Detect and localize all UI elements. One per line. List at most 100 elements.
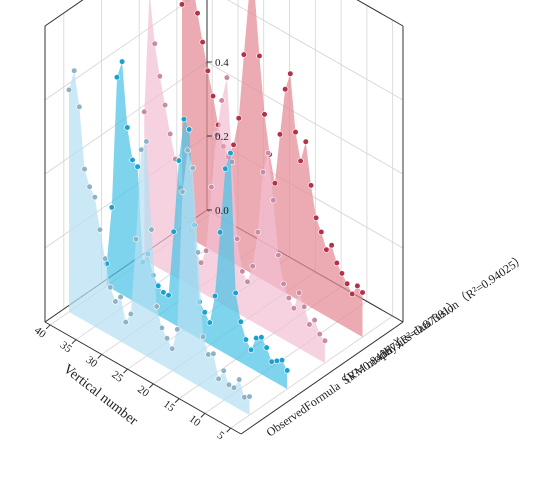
data-point: [234, 235, 241, 242]
floor-gridline: [230, 315, 393, 429]
data-point: [280, 280, 287, 288]
data-point: [178, 1, 186, 8]
data-point: [307, 182, 315, 189]
data-point: [230, 141, 237, 148]
x-tick-mark: [97, 354, 103, 359]
data-point: [258, 334, 265, 341]
data-point: [232, 289, 239, 297]
data-point: [167, 130, 174, 138]
data-point: [208, 184, 215, 191]
data-point: [160, 289, 167, 296]
axis-frame-edge: [44, 0, 84, 27]
data-point: [141, 108, 148, 115]
data-point: [161, 101, 169, 109]
data-point: [256, 52, 263, 60]
data-point: [199, 38, 206, 46]
data-point: [113, 74, 121, 81]
axis-frame-edge: [356, 0, 404, 27]
x-tick-mark: [174, 398, 180, 403]
data-point: [242, 336, 249, 343]
x-tick-label: 30: [84, 354, 100, 371]
data-point: [153, 303, 160, 310]
data-point: [223, 74, 230, 81]
data-point: [240, 51, 247, 58]
data-point: [215, 375, 222, 383]
data-point: [117, 293, 124, 301]
data-point: [151, 40, 158, 47]
side-wall-gridline: [356, 0, 404, 27]
data-point: [301, 303, 308, 310]
x-tick-mark: [123, 368, 128, 374]
data-point: [235, 115, 242, 122]
x-tick-label: 40: [32, 324, 48, 341]
data-point: [276, 131, 284, 138]
data-point: [292, 129, 299, 136]
data-point: [282, 86, 289, 93]
data-point: [118, 58, 126, 65]
data-point: [163, 335, 171, 342]
data-point: [189, 165, 196, 172]
data-point: [302, 138, 309, 145]
data-point: [174, 326, 181, 333]
x-tick-mark: [148, 383, 154, 389]
data-point: [179, 188, 186, 195]
data-point: [218, 97, 225, 104]
data-point: [259, 169, 267, 176]
data-point: [134, 163, 141, 170]
data-point: [333, 259, 340, 267]
data-point: [275, 252, 282, 259]
data-point: [217, 229, 224, 236]
data-point: [306, 321, 313, 328]
data-point: [107, 284, 114, 291]
data-point: [206, 319, 213, 326]
x-tick-mark: [71, 339, 77, 345]
data-point: [241, 394, 248, 401]
data-point: [248, 346, 255, 354]
data-point: [273, 357, 281, 365]
x-tick-label: 10: [187, 413, 203, 430]
data-point: [81, 166, 88, 173]
series-area: [68, 70, 250, 416]
data-point: [124, 124, 131, 131]
data-point: [148, 226, 155, 233]
data-point: [76, 103, 83, 110]
data-point: [230, 384, 238, 391]
data-point: [290, 305, 298, 312]
z-tick-label: 0.2: [215, 131, 229, 143]
data-point: [204, 67, 211, 74]
z-tick-label: 0.4: [215, 57, 229, 69]
data-point: [236, 376, 243, 383]
x-tick-mark: [200, 413, 206, 418]
data-point: [239, 268, 246, 275]
data-point: [203, 247, 210, 254]
data-point: [156, 73, 163, 80]
data-point: [169, 345, 176, 352]
data-point: [328, 242, 335, 249]
data-point: [201, 309, 208, 316]
data-point: [278, 357, 286, 364]
data-point: [263, 344, 270, 351]
data-point: [261, 111, 268, 118]
data-point: [108, 204, 115, 211]
x-axis-title: Vertical number: [60, 362, 140, 429]
x-tick-label: 35: [58, 339, 74, 356]
data-point: [155, 282, 162, 289]
data-point: [138, 146, 145, 153]
data-point: [271, 180, 279, 187]
data-point: [122, 319, 129, 326]
data-point: [200, 333, 207, 340]
x-tick-label: 20: [135, 383, 151, 400]
side-wall-gridline: [227, 0, 404, 101]
z-tick-label: 0.0: [215, 205, 229, 217]
axis-frame-edge: [240, 321, 404, 435]
data-point: [285, 294, 292, 302]
data-point: [132, 236, 140, 243]
x-tick-label: 25: [109, 369, 125, 386]
data-point: [211, 292, 219, 300]
x-tick-mark: [45, 324, 51, 330]
data-point: [313, 214, 320, 221]
data-point: [170, 228, 177, 235]
data-point: [129, 156, 136, 164]
